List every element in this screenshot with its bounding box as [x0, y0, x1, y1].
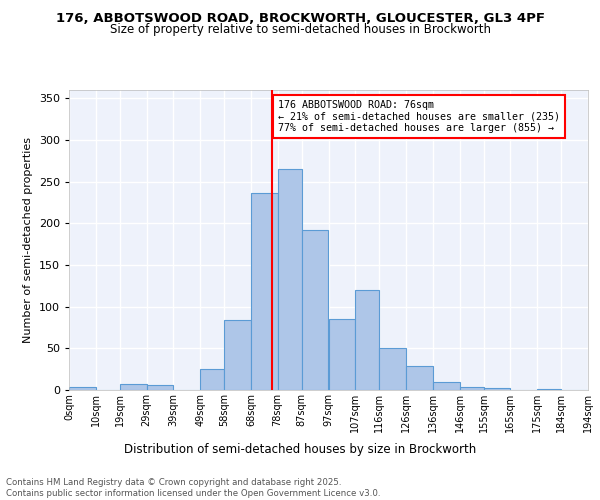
Bar	[146, 385, 173, 390]
Bar	[329, 319, 355, 390]
Bar	[355, 290, 379, 390]
Text: Contains HM Land Registry data © Crown copyright and database right 2025.
Contai: Contains HM Land Registry data © Crown c…	[6, 478, 380, 498]
Bar	[433, 382, 460, 390]
Bar	[484, 388, 511, 390]
Bar	[537, 389, 561, 390]
Bar	[120, 384, 146, 390]
Text: 176 ABBOTSWOOD ROAD: 76sqm
← 21% of semi-detached houses are smaller (235)
77% o: 176 ABBOTSWOOD ROAD: 76sqm ← 21% of semi…	[278, 100, 560, 133]
Text: 176, ABBOTSWOOD ROAD, BROCKWORTH, GLOUCESTER, GL3 4PF: 176, ABBOTSWOOD ROAD, BROCKWORTH, GLOUCE…	[56, 12, 545, 26]
Bar	[69, 386, 96, 390]
Text: Size of property relative to semi-detached houses in Brockworth: Size of property relative to semi-detach…	[110, 22, 491, 36]
Bar	[302, 230, 329, 390]
Text: Distribution of semi-detached houses by size in Brockworth: Distribution of semi-detached houses by …	[124, 442, 476, 456]
Bar	[278, 169, 302, 390]
Bar	[251, 194, 278, 390]
Bar	[406, 366, 433, 390]
Bar	[460, 386, 484, 390]
Bar	[200, 369, 224, 390]
Bar	[379, 348, 406, 390]
Y-axis label: Number of semi-detached properties: Number of semi-detached properties	[23, 137, 33, 343]
Bar	[224, 320, 251, 390]
